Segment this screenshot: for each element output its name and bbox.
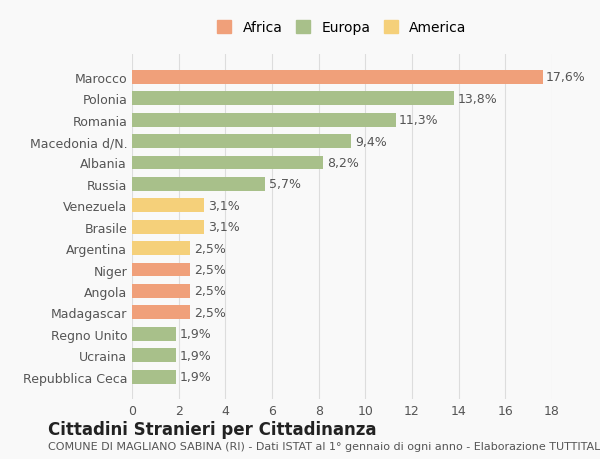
Bar <box>132 113 395 127</box>
Text: 3,1%: 3,1% <box>208 199 239 213</box>
Text: 13,8%: 13,8% <box>458 93 497 106</box>
Bar <box>132 135 352 149</box>
Bar <box>132 327 176 341</box>
Text: 17,6%: 17,6% <box>546 71 586 84</box>
Bar <box>132 178 265 191</box>
Text: 9,4%: 9,4% <box>355 135 386 148</box>
Text: 2,5%: 2,5% <box>194 306 226 319</box>
Text: 2,5%: 2,5% <box>194 242 226 255</box>
Bar <box>132 348 176 362</box>
Bar <box>132 263 190 277</box>
Bar <box>132 284 190 298</box>
Text: 5,7%: 5,7% <box>269 178 301 191</box>
Bar <box>132 306 190 319</box>
Bar <box>132 199 205 213</box>
Bar <box>132 71 542 84</box>
Bar <box>132 92 454 106</box>
Legend: Africa, Europa, America: Africa, Europa, America <box>214 17 470 39</box>
Text: 8,2%: 8,2% <box>327 157 359 170</box>
Text: 3,1%: 3,1% <box>208 221 239 234</box>
Text: 1,9%: 1,9% <box>180 328 212 341</box>
Bar <box>132 370 176 384</box>
Text: 2,5%: 2,5% <box>194 263 226 276</box>
Text: 1,9%: 1,9% <box>180 370 212 383</box>
Bar <box>132 241 190 256</box>
Text: Cittadini Stranieri per Cittadinanza: Cittadini Stranieri per Cittadinanza <box>48 420 377 438</box>
Text: 1,9%: 1,9% <box>180 349 212 362</box>
Bar <box>132 156 323 170</box>
Text: 11,3%: 11,3% <box>399 114 439 127</box>
Text: 2,5%: 2,5% <box>194 285 226 298</box>
Bar <box>132 220 205 234</box>
Text: COMUNE DI MAGLIANO SABINA (RI) - Dati ISTAT al 1° gennaio di ogni anno - Elabora: COMUNE DI MAGLIANO SABINA (RI) - Dati IS… <box>48 441 600 451</box>
